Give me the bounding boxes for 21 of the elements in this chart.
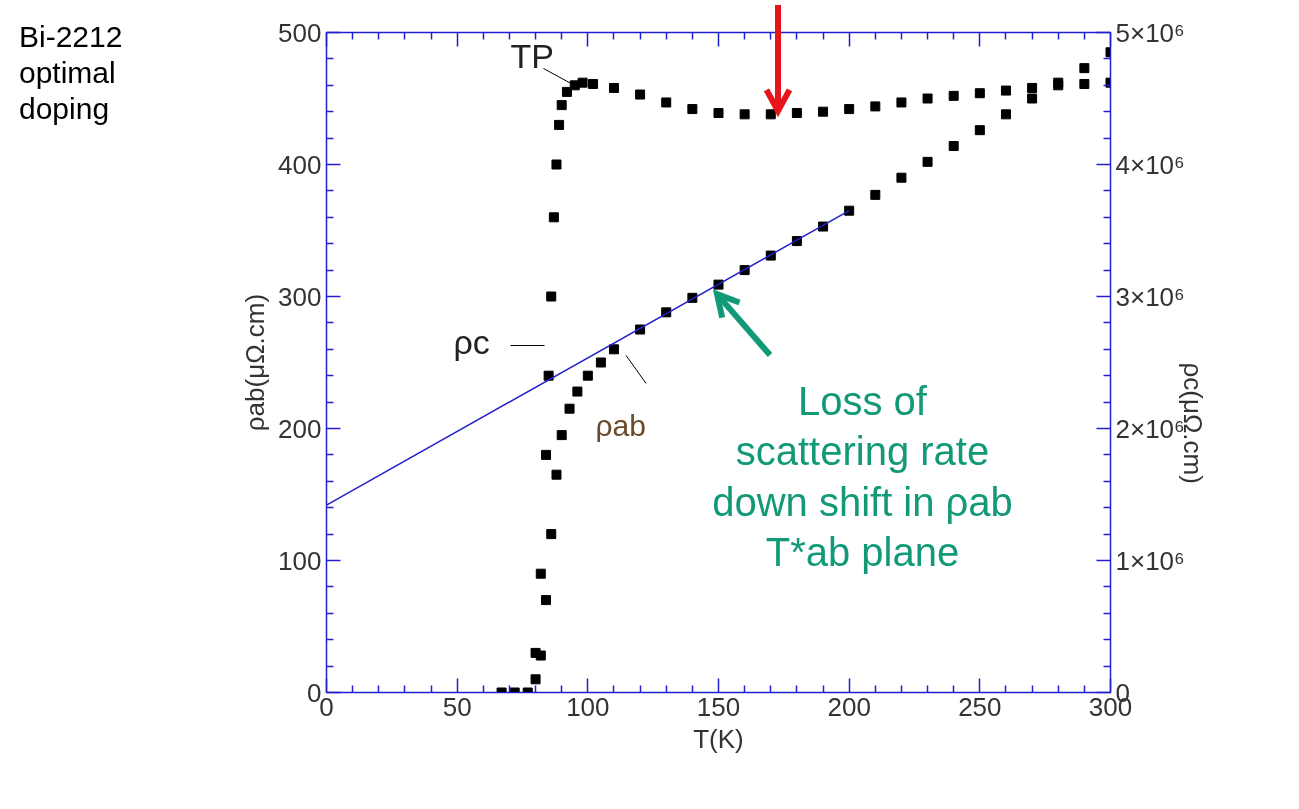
y-tick-label: 500 bbox=[278, 17, 322, 48]
annotation: TP bbox=[510, 36, 554, 75]
x-tick-label: 50 bbox=[442, 691, 472, 722]
y-axis-title: ρab(μΩ.cm) bbox=[240, 293, 271, 432]
annotation: ρab bbox=[595, 408, 646, 442]
annotation: Loss of scattering rate down shift in ρab T*ab plane bbox=[712, 378, 1013, 575]
annotation: ρc bbox=[453, 322, 490, 361]
y-tick-label: 300 bbox=[278, 281, 322, 312]
y2-tick-label: 5×10⁶ bbox=[1115, 17, 1185, 48]
x-tick-label: 100 bbox=[566, 691, 610, 722]
y2-tick-label: 3×10⁶ bbox=[1115, 281, 1185, 312]
x-tick-label: 150 bbox=[696, 691, 741, 722]
y-tick-label: 100 bbox=[278, 545, 322, 576]
y-tick-label: 200 bbox=[278, 413, 322, 444]
x-axis-title: T(K) bbox=[693, 723, 744, 754]
text: Bi-2212 optimal doping bbox=[19, 19, 123, 127]
x-tick-label: 250 bbox=[958, 691, 1002, 722]
y-tick-label: 400 bbox=[278, 149, 322, 180]
x-tick-label: 200 bbox=[827, 691, 871, 722]
y2-tick-label: 4×10⁶ bbox=[1115, 149, 1185, 180]
y2-tick-label: 1×10⁶ bbox=[1115, 545, 1185, 576]
